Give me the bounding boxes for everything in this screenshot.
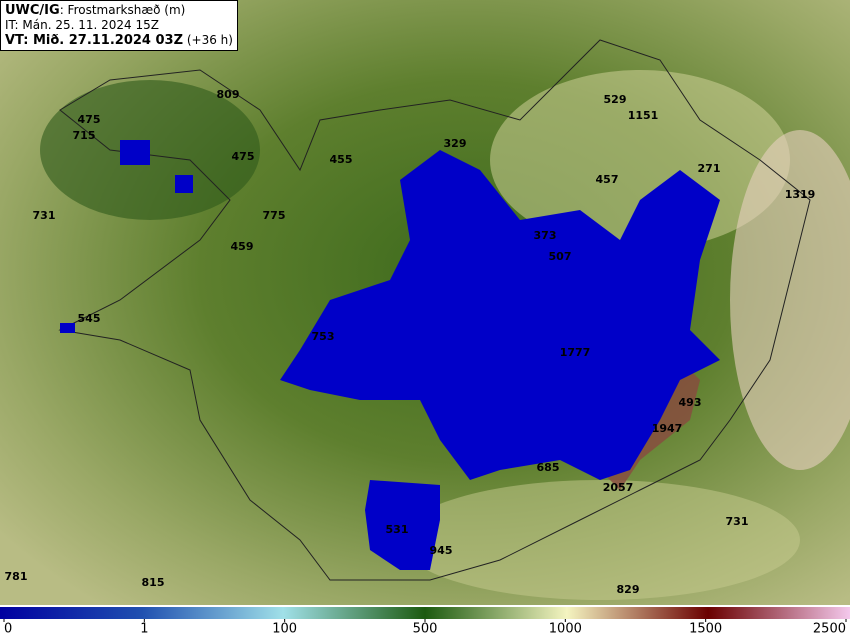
point-label: 731 [33,209,56,222]
point-label: 1151 [628,109,659,122]
point-label: 373 [534,229,557,242]
coastline [58,39,811,581]
low-area [120,140,150,165]
point-label: 493 [679,396,702,409]
point-label: 829 [617,583,640,596]
low-area [280,150,720,480]
point-label: 475 [232,150,255,163]
point-label: 545 [78,312,101,325]
point-label: 457 [596,173,619,186]
colorbar [0,607,850,619]
point-label: 2057 [603,481,634,494]
point-label: 1947 [652,422,683,435]
point-label: 715 [73,129,96,142]
light-area [730,130,850,470]
colorbar-tick-label: 0 [4,622,12,637]
point-label: 475 [78,113,101,126]
point-label: 945 [430,544,453,557]
point-label: 809 [217,88,240,101]
colorbar-tick-label: 1500 [689,622,722,637]
point-label: 529 [604,93,627,106]
header-line: VT: Mið. 27.11.2024 03Z (+36 h) [5,33,233,48]
model-name: UWC/IG [5,3,60,18]
parameter: : Frostmarkshæð (m) [59,3,186,17]
header: UWC/IG: Frostmarkshæð (m) IT: Mán. 25. 1… [0,0,238,51]
colorbar-tick-label: 100 [272,622,297,637]
point-label: 329 [444,137,467,150]
point-label: 685 [537,461,560,474]
point-label: 1319 [785,188,816,201]
point-label: 1777 [560,346,591,359]
low-area [60,323,75,333]
init-time: IT: Mán. 25. 11. 2024 15Z [5,18,159,32]
valid-time: VT: Mið. 27.11.2024 03Z [5,33,184,48]
point-label: 271 [698,162,721,175]
low-area [365,480,440,570]
point-label: 781 [5,570,28,583]
point-label: 753 [312,330,335,343]
point-label: 731 [726,515,749,528]
colorbar-tick-label: 2500 [813,622,846,637]
point-label: 531 [386,523,409,536]
colorbar-tick-label: 1000 [549,622,582,637]
point-label: 459 [231,240,254,253]
colorbar-tick-label: 1 [140,622,148,637]
light-area [400,480,800,600]
header-line: UWC/IG: Frostmarkshæð (m) [5,3,233,18]
low-area [175,175,193,193]
point-label: 775 [263,209,286,222]
colorbar-tick-label: 500 [413,622,438,637]
point-label: 507 [549,250,572,263]
point-label: 455 [330,153,353,166]
point-label: 815 [142,576,165,589]
lead-time: (+36 h) [183,33,233,47]
